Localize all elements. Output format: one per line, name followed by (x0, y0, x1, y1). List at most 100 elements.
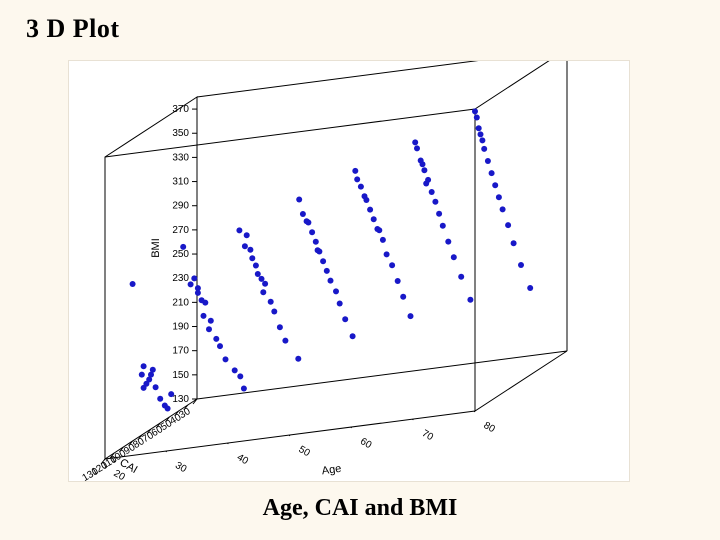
data-point (472, 108, 478, 114)
data-point (518, 262, 524, 268)
data-point (451, 254, 457, 260)
svg-text:170: 170 (172, 346, 189, 357)
data-point (358, 184, 364, 190)
data-point (141, 363, 147, 369)
data-point (143, 381, 149, 387)
chart-panel: 130150170190210230250270290310330350370B… (68, 60, 630, 482)
data-point (371, 216, 377, 222)
data-point (268, 299, 274, 305)
data-point (376, 227, 382, 233)
data-point (153, 384, 159, 390)
data-point (232, 367, 238, 373)
data-point (201, 313, 207, 319)
data-point (429, 189, 435, 195)
data-point (259, 276, 265, 282)
data-point (496, 194, 502, 200)
svg-text:190: 190 (172, 322, 189, 333)
data-point (300, 211, 306, 217)
data-point (423, 181, 429, 187)
data-point (333, 288, 339, 294)
data-point (479, 137, 485, 143)
data-point (188, 281, 194, 287)
data-point (380, 237, 386, 243)
data-point (328, 278, 334, 284)
data-point (478, 131, 484, 137)
data-point (362, 193, 368, 199)
data-point (195, 290, 201, 296)
data-point (165, 406, 171, 412)
data-point (249, 255, 255, 261)
data-point (505, 222, 511, 228)
data-point (352, 168, 358, 174)
data-point (130, 281, 136, 287)
data-point (474, 115, 480, 121)
data-point (342, 316, 348, 322)
data-point (384, 251, 390, 257)
data-point (253, 263, 259, 269)
data-point (150, 367, 156, 373)
page-title: 3 D Plot (26, 14, 120, 44)
svg-text:50: 50 (297, 444, 313, 459)
data-point (282, 338, 288, 344)
svg-text:290: 290 (172, 201, 189, 212)
svg-text:40: 40 (235, 452, 251, 467)
scatter3d-chart: 130150170190210230250270290310330350370B… (69, 61, 629, 481)
data-point (295, 356, 301, 362)
data-point (241, 386, 247, 392)
data-point (500, 206, 506, 212)
data-point (421, 167, 427, 173)
data-point (467, 297, 473, 303)
data-point (354, 176, 360, 182)
data-point (262, 281, 268, 287)
data-point (223, 356, 229, 362)
data-point (237, 373, 243, 379)
svg-text:Age: Age (321, 463, 342, 478)
svg-text:270: 270 (172, 225, 189, 236)
data-point (527, 285, 533, 291)
data-point (208, 318, 214, 324)
data-point (304, 218, 310, 224)
svg-text:310: 310 (172, 177, 189, 188)
data-point (408, 313, 414, 319)
data-point (481, 146, 487, 152)
svg-text:230: 230 (172, 273, 189, 284)
svg-text:130: 130 (172, 394, 189, 405)
data-point (324, 268, 330, 274)
data-point (242, 243, 248, 249)
data-point (395, 278, 401, 284)
data-point (206, 326, 212, 332)
svg-text:370: 370 (172, 104, 189, 115)
svg-text:330: 330 (172, 152, 189, 163)
data-point (313, 239, 319, 245)
svg-text:210: 210 (172, 297, 189, 308)
data-point (440, 223, 446, 229)
svg-text:150: 150 (172, 370, 189, 381)
data-point (489, 170, 495, 176)
data-point (367, 207, 373, 213)
data-point (320, 258, 326, 264)
data-point (191, 275, 197, 281)
data-point (296, 197, 302, 203)
data-point (432, 199, 438, 205)
svg-text:80: 80 (482, 420, 498, 435)
data-point (139, 372, 145, 378)
data-point (350, 333, 356, 339)
data-point (244, 232, 250, 238)
data-point (180, 244, 186, 250)
chart-caption: Age, CAI and BMI (0, 495, 720, 522)
data-point (485, 158, 491, 164)
data-point (445, 239, 451, 245)
data-point (400, 294, 406, 300)
data-point (213, 336, 219, 342)
data-point (412, 139, 418, 145)
data-point (157, 396, 163, 402)
data-point (236, 227, 242, 233)
data-point (492, 182, 498, 188)
data-point (511, 240, 517, 246)
data-point (168, 391, 174, 397)
data-point (255, 271, 261, 277)
svg-text:350: 350 (172, 128, 189, 139)
data-point (420, 161, 426, 167)
data-point (436, 211, 442, 217)
svg-text:30: 30 (173, 460, 189, 475)
